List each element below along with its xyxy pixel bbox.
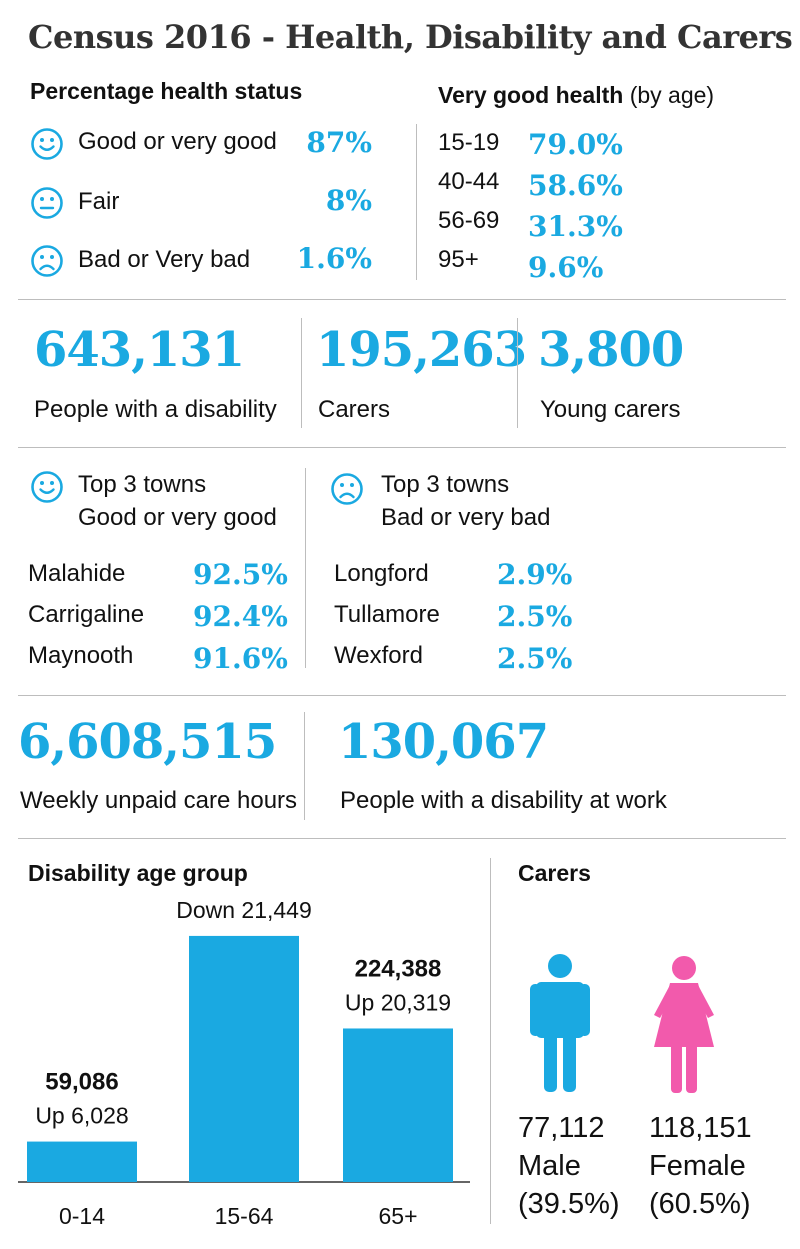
female-label: Female: [649, 1150, 746, 1182]
health-status-heading: Percentage health status: [30, 78, 303, 104]
town-good-name: Maynooth: [28, 642, 134, 669]
bar-0-14: [27, 1141, 137, 1182]
health-label-good: Good or very good: [78, 128, 277, 155]
age-value-95plus: 9.6%: [528, 251, 604, 284]
by-age-heading: Very good health (by age): [438, 82, 714, 109]
stat-disability-work-value: 130,067: [338, 714, 549, 770]
divider: [305, 468, 306, 668]
bar-65+: [343, 1028, 453, 1182]
divider: [18, 447, 786, 448]
town-good-value: 92.4%: [193, 600, 288, 633]
health-label-fair: Fair: [78, 188, 120, 215]
stat-care-hours-label: Weekly unpaid care hours: [20, 787, 298, 814]
stat-disability-label: People with a disability: [34, 396, 277, 423]
age-label-40-44: 40-44: [438, 168, 500, 195]
bar-value-label: 59,086: [45, 1069, 118, 1096]
x-tick-label: 65+: [378, 1203, 417, 1229]
stat-young-carers-label: Young carers: [540, 396, 681, 423]
age-value-56-69: 31.3%: [528, 210, 623, 243]
stat-care-hours-value: 6,608,515: [18, 714, 277, 770]
bar-value-label: 224,388: [355, 955, 442, 982]
neutral-face-icon: [31, 187, 63, 219]
health-label-bad: Bad or Very bad: [78, 246, 251, 273]
divider: [18, 838, 786, 839]
female-share: (60.5%): [649, 1188, 751, 1220]
towns-good-heading-line1: Top 3 towns: [78, 471, 207, 498]
sad-face-icon: [331, 473, 363, 505]
town-bad-name: Wexford: [334, 642, 423, 669]
age-label-15-19: 15-19: [438, 129, 500, 156]
town-bad-name: Longford: [334, 560, 429, 587]
divider: [416, 124, 417, 280]
age-label-56-69: 56-69: [438, 207, 500, 234]
sad-face-icon: [31, 245, 63, 277]
divider: [304, 712, 305, 820]
age-label-95plus: 95+: [438, 246, 479, 273]
divider: [18, 299, 786, 300]
stat-disability-work-label: People with a disability at work: [340, 787, 667, 814]
stat-young-carers-value: 3,800: [538, 322, 684, 378]
carers-heading: Carers: [518, 860, 591, 886]
town-bad-name: Tullamore: [334, 601, 440, 628]
smiley-icon: [31, 128, 63, 160]
age-value-15-19: 79.0%: [528, 128, 623, 161]
divider: [517, 318, 518, 428]
towns-bad-heading-line1: Top 3 towns: [381, 471, 510, 498]
female-figure-icon: [654, 956, 714, 1093]
divider: [301, 318, 302, 428]
bar-change-label: Up 6,028: [35, 1103, 128, 1129]
male-count: 77,112: [518, 1112, 605, 1144]
age-value-40-44: 58.6%: [528, 169, 623, 202]
smiley-icon: [31, 471, 63, 503]
male-label: Male: [518, 1150, 581, 1182]
by-age-heading-main: Very good health: [438, 82, 624, 108]
bar-change-label: Down 21,449: [176, 900, 312, 923]
male-figure-icon: [530, 954, 590, 1092]
page-title: Census 2016 - Health, Disability and Car…: [28, 18, 793, 56]
town-bad-value: 2.9%: [497, 558, 573, 591]
stat-carers-value: 195,263: [316, 322, 527, 378]
by-age-heading-suffix: (by age): [629, 82, 715, 108]
chart-title: Disability age group: [28, 860, 248, 886]
stat-disability-value: 643,131: [34, 322, 245, 378]
town-good-value: 91.6%: [193, 642, 288, 675]
female-count: 118,151: [649, 1112, 752, 1144]
x-tick-label: 0-14: [59, 1203, 105, 1229]
divider: [18, 695, 786, 696]
male-share: (39.5%): [518, 1188, 620, 1220]
towns-bad-heading-line2: Bad or very bad: [381, 504, 551, 531]
bar-15-64: [189, 935, 299, 1182]
stat-carers-label: Carers: [318, 396, 391, 423]
divider: [490, 858, 491, 1224]
x-tick-label: 15-64: [215, 1203, 274, 1229]
town-bad-value: 2.5%: [497, 642, 573, 675]
town-good-name: Carrigaline: [28, 601, 145, 628]
bar-change-label: Up 20,319: [345, 989, 451, 1015]
health-value-good: 87%: [306, 126, 372, 159]
town-bad-value: 2.5%: [497, 600, 573, 633]
health-value-bad: 1.6%: [296, 242, 372, 275]
towns-good-heading-line2: Good or very good: [78, 504, 277, 531]
health-value-fair: 8%: [325, 184, 372, 217]
town-good-value: 92.5%: [193, 558, 288, 591]
town-good-name: Malahide: [28, 560, 126, 587]
